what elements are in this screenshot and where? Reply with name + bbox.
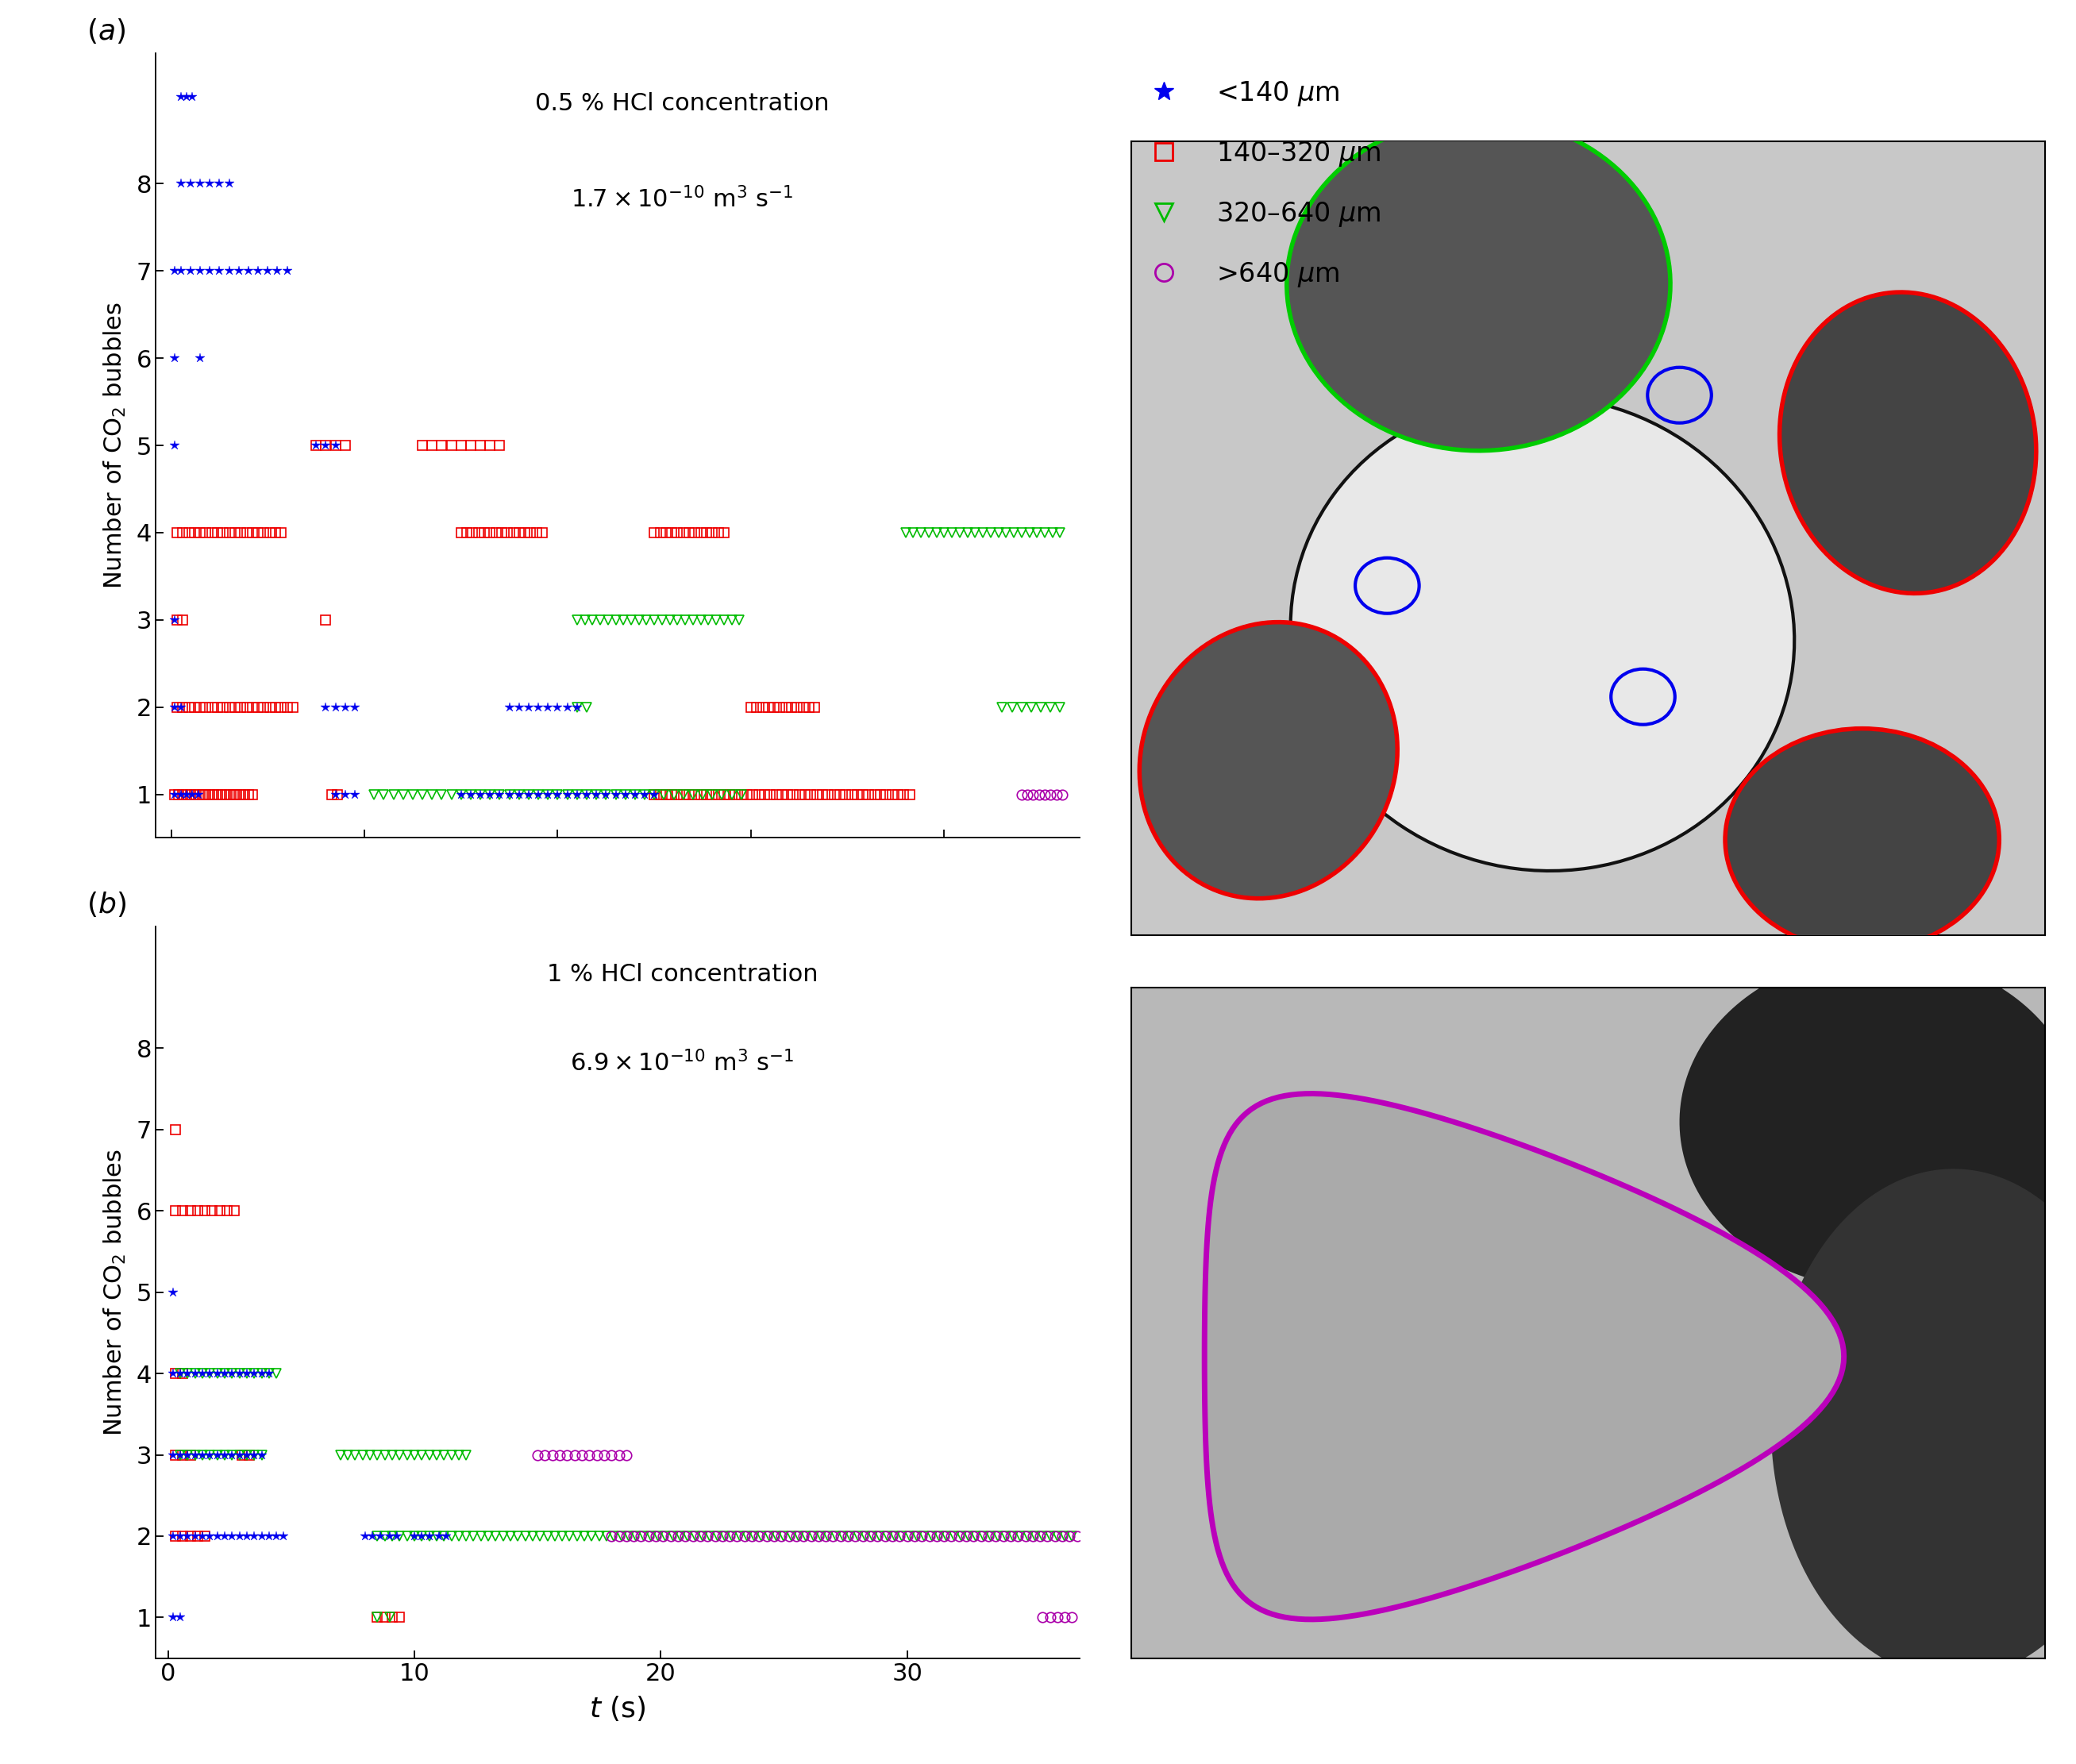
Polygon shape xyxy=(1771,1170,2076,1678)
Text: $(b)$: $(b)$ xyxy=(87,891,127,919)
Legend: <140 $\mu$m, 140–320 $\mu$m, 320–640 $\mu$m, >640 $\mu$m: <140 $\mu$m, 140–320 $\mu$m, 320–640 $\m… xyxy=(1123,67,1395,302)
X-axis label: $t$ (s): $t$ (s) xyxy=(590,1693,646,1722)
Text: 1 % HCl concentration: 1 % HCl concentration xyxy=(546,963,818,986)
Y-axis label: Number of CO$_2$ bubbles: Number of CO$_2$ bubbles xyxy=(102,1148,127,1436)
Ellipse shape xyxy=(1291,395,1794,871)
Text: $(a)$: $(a)$ xyxy=(87,16,125,46)
Ellipse shape xyxy=(1725,729,1999,951)
Y-axis label: Number of CO$_2$ bubbles: Number of CO$_2$ bubbles xyxy=(102,302,127,589)
Text: 0.5 % HCl concentration: 0.5 % HCl concentration xyxy=(536,92,830,115)
Ellipse shape xyxy=(1779,293,2037,593)
Polygon shape xyxy=(1204,1094,1843,1619)
Text: $1.7 \times 10^{-10}$ m$^3$ s$^{-1}$: $1.7 \times 10^{-10}$ m$^3$ s$^{-1}$ xyxy=(571,187,793,212)
Ellipse shape xyxy=(1287,118,1671,450)
Polygon shape xyxy=(1679,954,2076,1289)
Ellipse shape xyxy=(1140,623,1397,898)
Text: $6.9 \times 10^{-10}$ m$^3$ s$^{-1}$: $6.9 \times 10^{-10}$ m$^3$ s$^{-1}$ xyxy=(571,1051,795,1076)
